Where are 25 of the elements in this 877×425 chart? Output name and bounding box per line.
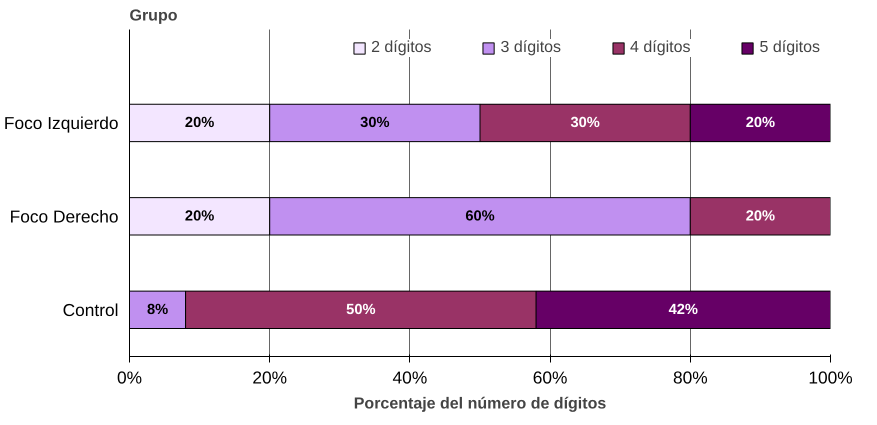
text: 30% bbox=[570, 114, 600, 131]
legend-label: 3 dígitos bbox=[500, 39, 562, 57]
text: 20% bbox=[746, 208, 776, 224]
x-axis-title: Porcentaje del número de dígitos bbox=[354, 396, 606, 412]
x-tick-label: 0% bbox=[116, 368, 142, 388]
y-tick-label: Foco Derecho bbox=[10, 206, 119, 226]
x-tick-label: 100% bbox=[808, 368, 853, 388]
legend-label: 5 dígitos bbox=[760, 39, 820, 57]
legend-label: 2 dígitos bbox=[371, 39, 432, 57]
text: 42% bbox=[668, 302, 698, 318]
x-tick-label: 60% bbox=[532, 368, 568, 388]
text: 8% bbox=[146, 302, 168, 318]
text: 20% bbox=[746, 114, 776, 131]
legend-label: 4 dígitos bbox=[630, 39, 691, 57]
y-tick-label: Foco Izquierdo bbox=[4, 112, 119, 133]
x-tick-label: 20% bbox=[252, 368, 288, 388]
y-tick-label: Control bbox=[62, 300, 119, 320]
text: 30% bbox=[360, 114, 390, 131]
x-tick-label: 40% bbox=[392, 368, 428, 388]
text: 20% bbox=[184, 114, 214, 131]
x-tick-label: 80% bbox=[672, 368, 708, 388]
text: 50% bbox=[346, 302, 376, 318]
text: 60% bbox=[465, 208, 495, 224]
y-axis-title: Grupo bbox=[130, 8, 178, 24]
text: 20% bbox=[184, 208, 214, 224]
